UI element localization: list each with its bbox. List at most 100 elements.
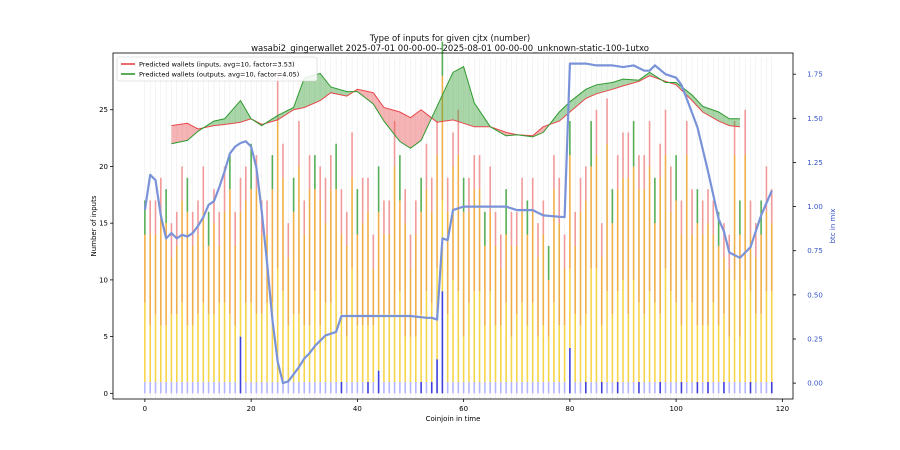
stack-bar-segment [468, 302, 470, 382]
btc-in-mix-line [143, 62, 773, 385]
prediction-fill-slice [190, 124, 192, 139]
prediction-fill-slice [587, 88, 589, 98]
prediction-fill-slice [414, 113, 416, 146]
stack-bar-segment [229, 381, 231, 394]
stack-bar-segment [393, 313, 396, 382]
stack-bar-segment [728, 381, 731, 394]
prediction-fill-slice [337, 88, 339, 95]
stack-bar-segment [600, 381, 603, 394]
stack-bar-segment [654, 381, 656, 394]
stack-bar-segment [330, 155, 332, 190]
prediction-fill-slice [738, 118, 740, 127]
prediction-fill-slice [443, 89, 446, 122]
stack-bar-segment [537, 223, 539, 258]
prediction-fill-slice [709, 108, 711, 117]
prediction-fill-slice [371, 92, 374, 105]
prediction-fill-slice [383, 107, 386, 123]
stack-bar-segment [717, 325, 720, 382]
prediction-fill-slice [419, 109, 422, 142]
stack-bar-segment [314, 155, 316, 190]
stack-bar-segment [388, 381, 391, 394]
prediction-fill-slice [313, 74, 315, 104]
stack-bar-segment [191, 381, 194, 394]
prediction-fill-slice [616, 80, 618, 89]
prediction-fill-slice [300, 85, 302, 109]
prediction-fill-slice [326, 81, 329, 96]
stack-bar-segment [223, 302, 226, 382]
stack-bar-segment [659, 177, 661, 314]
prediction-fill-slice [244, 107, 246, 121]
stack-bar-segment [457, 291, 460, 382]
stack-bar-segment [175, 211, 178, 246]
prediction-fill-slice [702, 106, 705, 113]
prediction-fill-slice [632, 79, 634, 84]
prediction-fill-slice [322, 76, 325, 99]
stack-bar-segment [574, 381, 576, 394]
stack-bar-segment [144, 302, 146, 382]
prediction-fill-slice [174, 125, 176, 144]
prediction-fill-slice [710, 109, 712, 118]
stack-bar-segment [526, 200, 529, 235]
prediction-fill-slice [446, 83, 448, 121]
prediction-fill-slice [407, 116, 410, 148]
stack-bar-segment [282, 143, 284, 178]
stack-bar-segment [473, 189, 476, 292]
stack-bar-segment [330, 302, 332, 382]
prediction-fill-slice [325, 80, 327, 97]
y-tick-label: 15 [99, 220, 108, 228]
stack-bar-segment [531, 302, 534, 382]
stack-bar-segment [521, 302, 523, 382]
stack-bar-segment [245, 200, 247, 303]
y2-tick-label: 1.25 [807, 159, 823, 167]
stack-bar-segment [765, 211, 768, 292]
stack-bar-segment [446, 313, 449, 382]
prediction-fill-slice [585, 88, 588, 99]
input-stack-bars [144, 41, 773, 394]
stack-bar-segment [537, 336, 539, 382]
prediction-fill-slice [345, 91, 347, 97]
stack-bar-segment [351, 268, 353, 382]
stack-bar-segment [255, 313, 258, 382]
stack-bar-segment [446, 177, 449, 212]
prediction-fill-slice [340, 89, 342, 95]
stack-bar-segment [611, 313, 614, 382]
stack-bar-segment [654, 302, 656, 382]
stack-bar-segment [462, 177, 465, 212]
stack-bar-segment [356, 234, 359, 326]
stack-bar-segment [664, 155, 667, 269]
prediction-fill-slice [715, 111, 718, 121]
prediction-fill-slice [729, 118, 731, 126]
stack-bar-segment [749, 200, 752, 235]
stack-bar-segment [383, 234, 385, 314]
prediction-fill-slice [379, 101, 382, 117]
prediction-fill-slice [607, 83, 609, 91]
stack-bar-segment [701, 325, 704, 382]
stack-bar-segment [276, 268, 279, 382]
x-tick-label: 120 [776, 405, 789, 413]
stack-bar-segment [558, 223, 561, 326]
stack-bar-segment [250, 381, 252, 394]
stack-bar-segment [298, 313, 300, 382]
stack-bar-segment [319, 381, 321, 394]
stack-bar-segment [691, 234, 693, 303]
stack-bar-segment [298, 166, 300, 314]
stack-bar-segment [160, 381, 162, 394]
stack-bar-segment [218, 245, 221, 303]
stack-bar-segment [515, 245, 518, 314]
stack-bar-segment [452, 132, 454, 167]
stack-bar-segment [351, 381, 353, 394]
stack-bar-segment [675, 381, 677, 394]
stack-bar-segment [484, 211, 486, 246]
stack-bar-segment [569, 121, 571, 156]
stack-bar-segment [755, 381, 757, 394]
prediction-fill-slice [599, 84, 601, 94]
prediction-fill-slice [277, 114, 280, 120]
legend-box [116, 56, 318, 82]
stack-bar-segment [680, 325, 683, 382]
prediction-fill-slice [507, 132, 509, 136]
prediction-fill-slice [364, 90, 366, 98]
stack-bar-segment [367, 381, 369, 394]
stack-bar-segment [537, 381, 539, 394]
stack-bar-segment [175, 381, 178, 394]
prediction-fill-slice [479, 110, 481, 127]
